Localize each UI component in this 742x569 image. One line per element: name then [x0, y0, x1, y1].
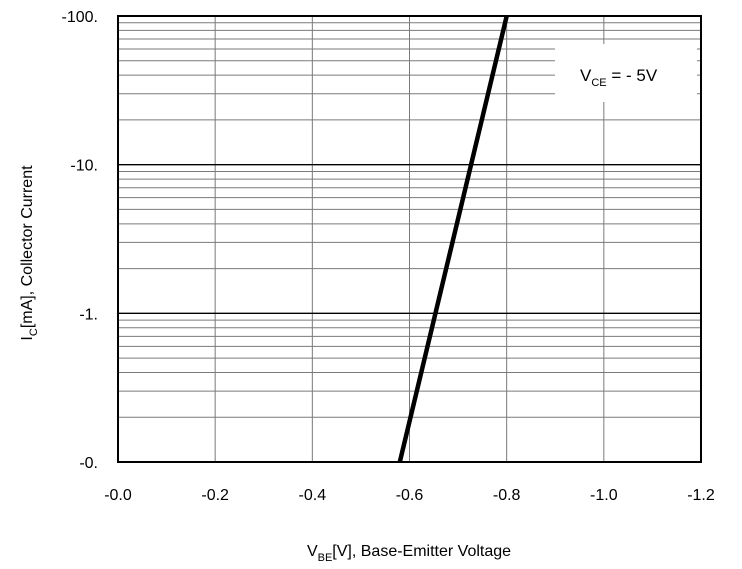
plot-frame	[117, 15, 702, 463]
x-tick-label: -0.0	[104, 487, 132, 504]
x-tick-label: -1.2	[687, 487, 715, 504]
x-tick-label: -0.2	[201, 487, 229, 504]
y-tick-label: -10.	[70, 158, 98, 175]
annotation-background	[555, 44, 697, 102]
y-tick-label: -1.	[79, 306, 98, 323]
y-tick-label: -0.	[79, 455, 98, 472]
x-tick-label: -0.6	[396, 487, 424, 504]
y-tick-label: -100.	[62, 9, 98, 26]
annotation-text: VCE = - 5V	[580, 66, 658, 89]
ic-vbe-line	[397, 15, 509, 463]
x-tick-label: -0.8	[493, 487, 521, 504]
x-tick-labels: -0.0 -0.2 -0.4 -0.6 -0.8 -1.0 -1.2	[104, 487, 715, 504]
grid	[118, 16, 701, 462]
x-tick-label: -0.4	[299, 487, 327, 504]
x-tick-label: -1.0	[590, 487, 618, 504]
x-axis-title: VBE[V], Base-Emitter Voltage	[307, 543, 511, 564]
y-tick-labels: -0. -1. -10. -100.	[62, 9, 98, 472]
series-layer	[397, 15, 509, 463]
annotation-box: VCE = - 5V	[555, 44, 697, 102]
y-axis-title: IC[mA], Collector Current	[19, 165, 40, 341]
